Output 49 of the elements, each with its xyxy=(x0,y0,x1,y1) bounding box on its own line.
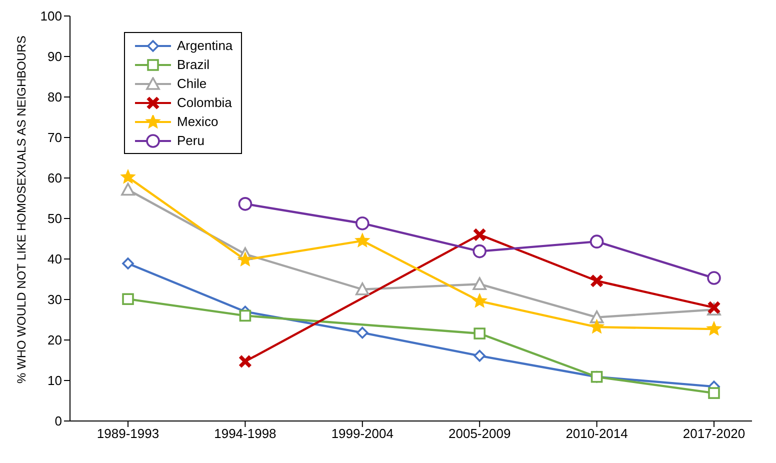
point xyxy=(590,310,604,324)
y-tick-label: 20 xyxy=(48,332,62,348)
point xyxy=(474,328,486,340)
point xyxy=(472,294,487,308)
point xyxy=(590,320,604,334)
point xyxy=(238,252,252,266)
legend-label: Peru xyxy=(177,133,204,148)
point xyxy=(706,322,722,336)
x-tick-label: 2017-2020 xyxy=(682,426,746,442)
point xyxy=(590,234,604,248)
point xyxy=(474,350,486,362)
point xyxy=(356,282,370,296)
point xyxy=(238,197,252,211)
point xyxy=(356,326,368,339)
legend-label: Mexico xyxy=(177,114,218,129)
x-tick-label: 1989-1993 xyxy=(96,426,160,442)
x-tick-label: 1994-1998 xyxy=(214,426,276,442)
point xyxy=(122,258,134,270)
y-tick-label: 90 xyxy=(48,49,62,64)
x-tick-label: 1999-2004 xyxy=(331,426,394,442)
point xyxy=(120,170,136,184)
legend-label: Colombia xyxy=(177,95,232,110)
point xyxy=(473,228,486,241)
y-tick-label: 40 xyxy=(48,252,62,267)
point xyxy=(590,274,604,288)
legend-label: Brazil xyxy=(177,57,210,72)
y-tick-label: 60 xyxy=(48,170,62,186)
y-tick-label: 80 xyxy=(48,90,62,105)
point xyxy=(356,216,370,230)
point xyxy=(238,355,252,368)
point xyxy=(121,182,135,196)
point xyxy=(708,387,720,399)
y-tick-label: 70 xyxy=(48,130,62,146)
point xyxy=(472,277,486,290)
y-tick-label: 30 xyxy=(48,292,62,308)
point xyxy=(472,244,486,258)
point xyxy=(707,271,721,285)
x-tick-label: 2005-2009 xyxy=(448,426,511,442)
legend-label: Chile xyxy=(177,76,207,91)
y-tick-label: 0 xyxy=(54,414,62,429)
point xyxy=(122,293,134,305)
y-tick-label: 10 xyxy=(48,373,62,388)
y-tick-label: 50 xyxy=(48,211,62,226)
x-tick-label: 2010-2014 xyxy=(566,426,628,442)
y-axis-title: % WHO WOULD NOT LIKE HOMOSEXUALS AS NEIGHBOURS xyxy=(14,36,28,384)
point xyxy=(239,310,252,322)
y-tick-label: 100 xyxy=(40,8,62,24)
point xyxy=(355,233,370,247)
legend-label: Argentina xyxy=(177,38,233,53)
